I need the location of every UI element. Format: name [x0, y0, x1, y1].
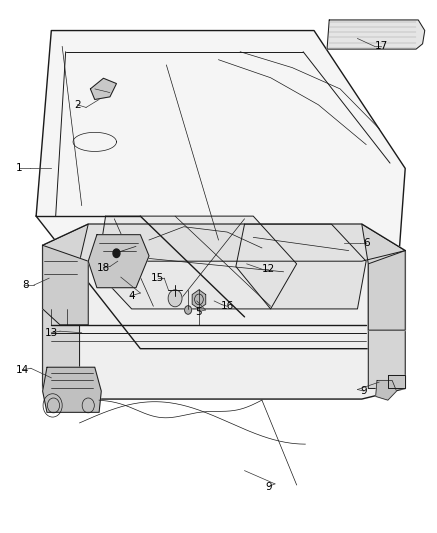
Text: 8: 8: [22, 280, 28, 290]
Text: 5: 5: [196, 306, 202, 317]
Polygon shape: [43, 224, 405, 399]
Text: 13: 13: [45, 328, 58, 338]
Text: 14: 14: [16, 365, 29, 375]
Polygon shape: [36, 30, 405, 349]
Polygon shape: [192, 290, 206, 309]
Circle shape: [113, 249, 120, 257]
Text: 9: 9: [361, 386, 367, 396]
Text: 18: 18: [97, 263, 110, 272]
Text: 2: 2: [74, 100, 81, 110]
Text: 12: 12: [262, 264, 275, 274]
Polygon shape: [388, 375, 405, 389]
Text: 6: 6: [363, 238, 369, 248]
Polygon shape: [43, 245, 88, 325]
Text: 16: 16: [221, 301, 234, 311]
Polygon shape: [43, 224, 88, 389]
Polygon shape: [43, 367, 101, 413]
Circle shape: [184, 306, 191, 314]
Polygon shape: [88, 235, 149, 288]
Polygon shape: [97, 216, 297, 309]
Text: 15: 15: [151, 273, 164, 283]
Polygon shape: [362, 224, 405, 389]
Polygon shape: [368, 251, 405, 330]
Text: 4: 4: [128, 290, 135, 301]
Text: 9: 9: [265, 481, 272, 491]
Polygon shape: [236, 224, 366, 309]
Circle shape: [168, 290, 182, 307]
Polygon shape: [376, 381, 396, 400]
Polygon shape: [43, 224, 405, 280]
Text: 1: 1: [15, 164, 22, 173]
Polygon shape: [90, 78, 116, 100]
Text: 17: 17: [375, 42, 388, 52]
Polygon shape: [327, 20, 425, 49]
